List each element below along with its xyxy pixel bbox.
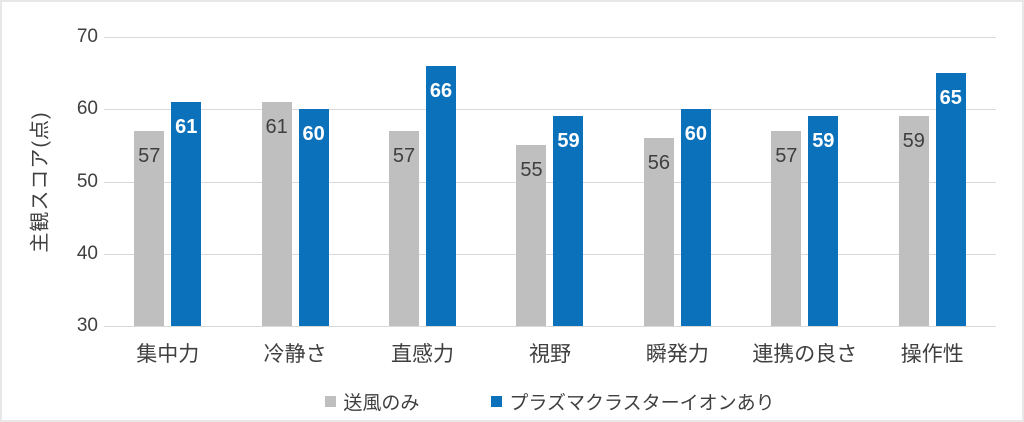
legend-label: 送風のみ: [343, 393, 420, 414]
bar-fan-only: 56: [643, 138, 674, 326]
x-axis-label: 直感力: [391, 343, 455, 366]
bar-fan-only: 61: [261, 102, 292, 326]
legend: 送風のみ プラズマクラスターイオンあり: [104, 388, 996, 415]
gridline: [104, 109, 996, 111]
bar-value-label: 56: [647, 152, 671, 175]
y-tick-label: 40: [76, 242, 98, 264]
bar-plasmacluster-ion: 60: [298, 109, 329, 326]
bar-value-label: 66: [429, 79, 453, 102]
legend-item-fan-only: 送風のみ: [325, 388, 419, 415]
x-axis: 集中力 冷静さ 直感力 視野 瞬発力 連携の良さ 操作性: [104, 338, 996, 368]
y-tick-label: 30: [76, 315, 98, 336]
gridline: [104, 326, 996, 327]
bar-value-label: 59: [812, 130, 835, 153]
bar-value-label: 65: [939, 87, 962, 110]
bar-group: 57 59: [741, 37, 868, 326]
legend-label: プラズマクラスターイオンあり: [509, 393, 775, 414]
x-axis-label: 集中力: [136, 343, 200, 366]
y-tick-label: 70: [76, 26, 98, 47]
bar-value-label: 57: [138, 144, 161, 167]
gridline: [104, 253, 996, 255]
bar-plasmacluster-ion: 59: [808, 116, 839, 326]
x-axis-label: 瞬発力: [645, 343, 709, 366]
bar-value-label: 59: [902, 130, 925, 153]
bar-group: 59 65: [869, 37, 996, 326]
bar-plasmacluster-ion: 59: [553, 116, 584, 326]
bar-value-label: 57: [392, 144, 416, 167]
x-axis-label: 冷静さ: [263, 343, 327, 366]
bar-fan-only: 57: [134, 130, 165, 326]
bar-plasmacluster-ion: 61: [171, 102, 202, 326]
plot-area: 57 61 61 60 57 66 55 59 56 60 57 59 59 65: [104, 37, 996, 327]
legend-swatch-fan-only: [325, 396, 337, 407]
gridline: [104, 181, 996, 183]
bar-value-label: 55: [520, 159, 543, 182]
bar-group: 61 60: [231, 37, 358, 326]
y-tick-label: 50: [76, 170, 98, 192]
y-tick-label: 60: [76, 98, 98, 120]
bar-group: 56 60: [614, 37, 741, 326]
bar-groups: 57 61 61 60 57 66 55 59 56 60 57 59 59 65: [104, 37, 996, 326]
bar-value-label: 61: [265, 116, 288, 139]
x-axis-label: 連携の良さ: [752, 343, 858, 366]
bar-plasmacluster-ion: 66: [426, 65, 457, 326]
bar-fan-only: 57: [389, 130, 420, 326]
gridline: [104, 37, 996, 38]
x-axis-label: 視野: [528, 343, 571, 366]
bar-plasmacluster-ion: 60: [680, 109, 711, 326]
legend-item-plasmacluster-ion: プラズマクラスターイオンあり: [491, 388, 775, 415]
bar-group: 57 61: [104, 37, 231, 326]
bar-fan-only: 55: [516, 145, 547, 326]
bar-value-label: 61: [175, 116, 198, 139]
bar-group: 55 59: [486, 37, 613, 326]
bar-value-label: 60: [684, 123, 708, 146]
x-axis-label: 操作性: [900, 343, 964, 366]
bar-fan-only: 57: [771, 130, 802, 326]
bar-value-label: 60: [302, 123, 325, 146]
legend-swatch-plasmacluster-ion: [491, 396, 503, 407]
bar-value-label: 57: [775, 144, 798, 167]
bar-value-label: 59: [557, 130, 580, 153]
bar-group: 57 66: [359, 37, 486, 326]
bar-plasmacluster-ion: 65: [935, 73, 966, 326]
bar-fan-only: 59: [898, 116, 929, 326]
